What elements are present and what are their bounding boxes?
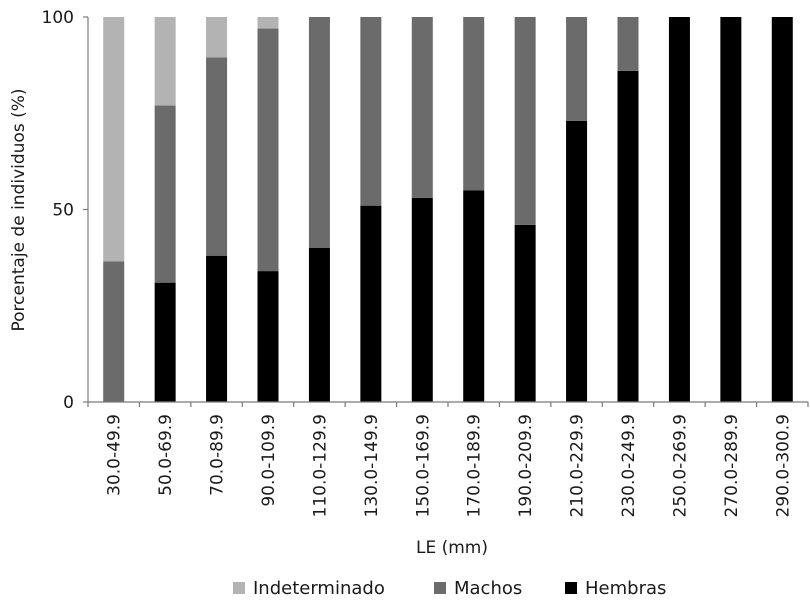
x-tick-label: 150.0-169.9 — [413, 414, 433, 517]
bar-hembras-9 — [514, 224, 536, 402]
x-tick-labels: 30.0-49.9 50.0-69.9 70.0-89.9 90.0-109.9 110… — [87, 402, 809, 517]
bar-indeterminado-3 — [206, 17, 228, 58]
bar-machos-9 — [514, 17, 536, 225]
x-tick-label: 290.0-300.9 — [773, 414, 793, 517]
bar-hembras-3 — [206, 255, 228, 402]
x-tick-label: 270.0-289.9 — [722, 414, 742, 517]
bar-indeterminado-4 — [257, 17, 279, 29]
x-tick-label: 190.0-209.9 — [516, 414, 536, 517]
bar-hembras-5 — [308, 248, 330, 402]
bar-hembras-13 — [720, 17, 742, 402]
x-tick-label: 170.0-189.9 — [465, 414, 485, 517]
legend: Indeterminado Machos Hembras — [233, 578, 666, 599]
bar-machos-5 — [308, 17, 330, 248]
x-tick-label: 250.0-269.9 — [670, 414, 690, 517]
bar-hembras-12 — [668, 17, 690, 402]
x-tick-label: 70.0-89.9 — [208, 414, 228, 496]
x-tick-label: 130.0-149.9 — [362, 414, 382, 517]
y-tick-label: 0 — [63, 393, 74, 413]
bar-hembras-7 — [411, 197, 433, 402]
x-tick-label: 30.0-49.9 — [105, 414, 125, 496]
bar-hembras-2 — [154, 282, 176, 402]
y-axis-title: Porcentaje de individuos (%) — [9, 88, 29, 331]
bar-machos-1 — [103, 261, 125, 402]
x-tick-label: 210.0-229.9 — [568, 414, 588, 517]
bar-machos-7 — [411, 17, 433, 198]
bar-indeterminado-1 — [103, 17, 125, 262]
x-tick-label: 230.0-249.9 — [619, 414, 639, 517]
bar-machos-11 — [617, 17, 639, 71]
bar-machos-6 — [360, 17, 382, 206]
legend-label-machos: Machos — [454, 578, 522, 599]
bar-machos-4 — [257, 28, 279, 272]
bar-hembras-8 — [463, 190, 485, 402]
legend-label-hembras: Hembras — [585, 578, 666, 599]
x-axis-title: LE (mm) — [416, 538, 488, 558]
y-tick-label: 50 — [52, 201, 74, 221]
bar-hembras-11 — [617, 70, 639, 403]
bar-hembras-10 — [566, 120, 588, 402]
legend-swatch-hembras — [565, 582, 577, 594]
bars-group — [103, 17, 793, 403]
bar-indeterminado-2 — [154, 17, 176, 106]
legend-label-indeterminado: Indeterminado — [253, 578, 385, 599]
legend-swatch-machos — [434, 582, 446, 594]
bar-machos-2 — [154, 105, 176, 283]
bar-hembras-6 — [360, 205, 382, 402]
legend-swatch-indeterminado — [233, 582, 245, 594]
bar-hembras-4 — [257, 271, 279, 402]
bar-machos-10 — [566, 17, 588, 121]
y-tick-label: 100 — [42, 8, 74, 28]
x-tick-label: 50.0-69.9 — [156, 414, 176, 496]
bar-hembras-14 — [771, 17, 793, 402]
x-tick-label: 90.0-109.9 — [259, 414, 279, 507]
bar-machos-8 — [463, 17, 485, 191]
x-tick-label: 110.0-129.9 — [310, 414, 330, 517]
y-tick-labels: 0 50 100 — [42, 8, 88, 413]
bar-machos-3 — [206, 57, 228, 256]
